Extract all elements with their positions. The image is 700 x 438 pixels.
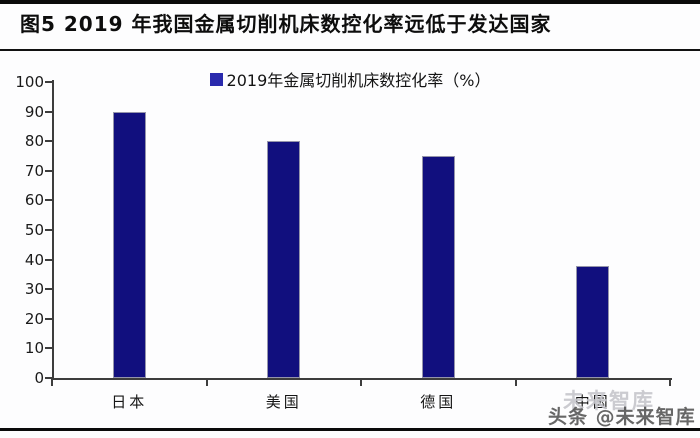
legend-swatch-icon (209, 72, 223, 86)
bar-日本 (112, 111, 146, 378)
y-tick-label: 50 (24, 221, 44, 239)
x-tick-mark (360, 379, 362, 386)
x-tick-mark (514, 379, 517, 386)
y-tick-mark (45, 317, 52, 320)
x-category-label: 日本 (111, 393, 148, 411)
x-tick-mark (669, 379, 671, 386)
y-tick-label: 100 (15, 73, 44, 91)
x-tick-mark (51, 379, 53, 386)
x-category-label: 德国 (420, 393, 457, 411)
y-tick-mark (45, 169, 52, 172)
y-tick-label: 30 (24, 280, 44, 299)
y-tick-label: 10 (24, 339, 44, 358)
y-tick-mark (45, 140, 52, 143)
y-tick-label: 40 (24, 250, 44, 269)
y-tick-label: 80 (24, 132, 44, 151)
y-tick-mark (45, 81, 52, 83)
figure-title: 图5 2019 年我国金属切削机床数控化率远低于发达国家 (20, 12, 552, 36)
bar-美国 (267, 141, 301, 378)
x-category-label: 美国 (265, 393, 302, 411)
y-tick-label: 70 (24, 161, 44, 180)
y-axis-line (52, 80, 54, 380)
y-tick-label: 90 (24, 102, 44, 121)
y-tick-label: 20 (24, 309, 44, 328)
bar-中国 (576, 265, 610, 378)
y-tick-mark (45, 110, 52, 113)
chart-legend: 2019年金属切削机床数控化率（%） (0, 68, 700, 90)
y-tick-mark (45, 288, 52, 291)
x-category-label: 中国 (574, 393, 611, 411)
watermark-credit: 头条 @未来智库 (548, 406, 696, 428)
y-tick-mark (45, 229, 52, 231)
watermark-ghost: 未来智库 (563, 389, 655, 413)
bar-德国 (421, 156, 455, 378)
y-tick-mark (45, 377, 52, 379)
y-tick-mark (45, 199, 52, 202)
x-axis-line (52, 378, 672, 380)
title-divider-line (0, 49, 700, 51)
x-tick-mark (205, 379, 208, 386)
top-border-line (0, 0, 700, 4)
y-tick-mark (45, 258, 52, 261)
y-tick-mark (45, 347, 52, 350)
y-tick-label: 60 (24, 191, 44, 210)
y-tick-label: 0 (34, 369, 44, 387)
legend-label: 2019年金属切削机床数控化率（%） (226, 71, 491, 90)
bottom-border-line (0, 428, 700, 431)
